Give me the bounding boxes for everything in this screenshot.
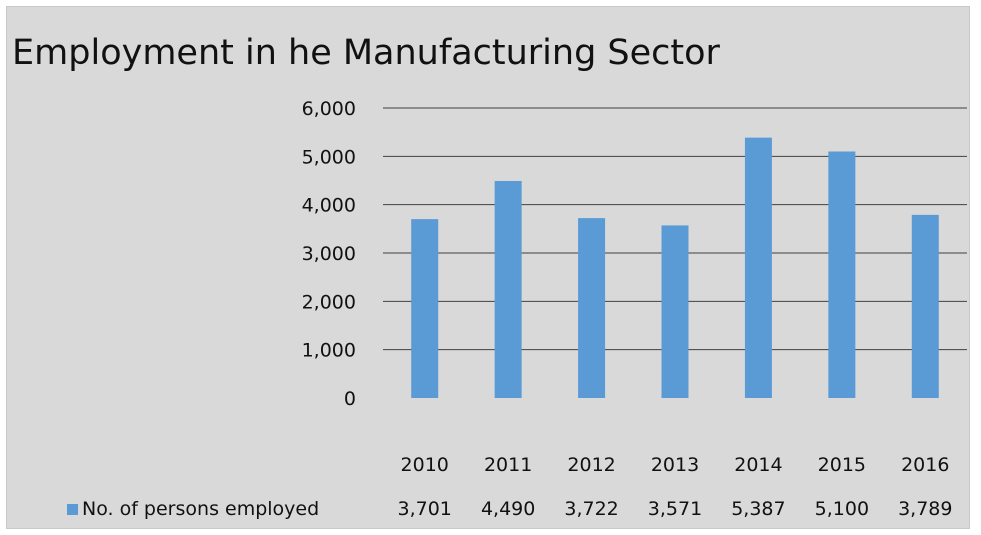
- y-axis-tick-labels: 0 1,000 2,000 3,000 4,000 5,000 6,000: [302, 98, 356, 410]
- data-table-value: 3,701: [398, 498, 452, 520]
- data-table-value: 5,100: [815, 498, 869, 520]
- x-category-label: 2014: [734, 454, 782, 476]
- chart-area: Employment in he Manufacturing Sector 0 1…: [6, 6, 970, 529]
- y-tick-label: 4,000: [302, 195, 356, 217]
- x-axis-category-labels: 2010 2011 2012 2013 2014 2015 2016: [401, 454, 950, 476]
- x-category-label: 2013: [651, 454, 699, 476]
- data-table-value: 4,490: [481, 498, 535, 520]
- y-tick-label: 3,000: [302, 243, 356, 265]
- bar-chart: Employment in he Manufacturing Sector 0 1…: [12, 33, 967, 520]
- data-table-value: 5,387: [731, 498, 785, 520]
- data-table-value: 3,722: [564, 498, 618, 520]
- legend-swatch: [67, 504, 78, 515]
- bar-2013: [661, 225, 689, 398]
- x-category-label: 2011: [484, 454, 532, 476]
- bar-2015: [828, 151, 856, 398]
- bar-2011: [494, 180, 522, 398]
- x-category-label: 2012: [567, 454, 615, 476]
- x-category-label: 2010: [401, 454, 449, 476]
- y-tick-label: 5,000: [302, 146, 356, 168]
- legend-label: No. of persons employed: [82, 498, 319, 520]
- bar-2014: [744, 137, 772, 398]
- legend-data-table: No. of persons employed 3,701 4,490 3,722 3,…: [67, 498, 952, 520]
- y-tick-label: 1,000: [302, 340, 356, 362]
- y-tick-label: 2,000: [302, 291, 356, 313]
- y-tick-label: 6,000: [302, 98, 356, 120]
- x-category-label: 2015: [818, 454, 866, 476]
- chart-title: Employment in he Manufacturing Sector: [12, 33, 721, 73]
- x-category-label: 2016: [901, 454, 949, 476]
- bar-2010: [411, 219, 439, 398]
- bar-2012: [578, 218, 606, 398]
- bars: [411, 137, 939, 398]
- data-table-value: 3,789: [898, 498, 952, 520]
- y-tick-label: 0: [344, 388, 356, 410]
- bar-2016: [911, 214, 939, 398]
- data-table-value: 3,571: [648, 498, 702, 520]
